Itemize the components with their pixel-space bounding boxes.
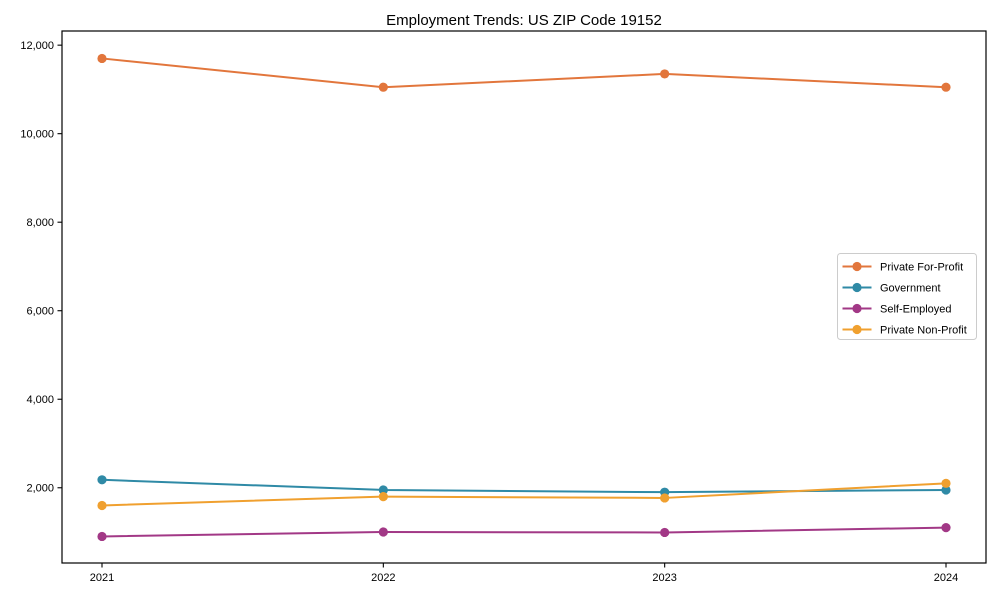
- series-line: [101, 526, 947, 538]
- data-point-marker: [941, 485, 951, 495]
- data-point-marker: [378, 82, 388, 92]
- legend-label: Self-Employed: [880, 303, 952, 315]
- data-point-marker: [378, 492, 388, 502]
- data-point-marker: [378, 485, 388, 495]
- series-government: [97, 475, 951, 497]
- series-line: [101, 57, 947, 89]
- series-line: [101, 482, 947, 507]
- data-point-marker: [660, 527, 670, 538]
- legend: Private For-Profit Government Self-Employe…: [837, 253, 977, 340]
- data-point-marker: [941, 522, 951, 533]
- data-point-marker: [941, 478, 951, 488]
- x-tick-label: 2021: [90, 572, 114, 584]
- y-tick-label: 12,000: [20, 40, 54, 52]
- x-tick-label: 2022: [371, 572, 395, 584]
- series-private-for-profit: [97, 53, 951, 92]
- plot-border: [61, 30, 987, 564]
- data-point-marker: [941, 82, 951, 92]
- legend-label: Private Non-Profit: [880, 324, 967, 336]
- x-tick-label: 2023: [652, 572, 676, 584]
- y-tick-label: 2,000: [26, 483, 54, 495]
- series-private-non-profit: [97, 478, 951, 511]
- y-tick-label: 10,000: [20, 129, 54, 141]
- data-point-marker: [97, 531, 107, 542]
- legend-marker-sample: [852, 324, 862, 335]
- legend-marker-sample: [852, 303, 862, 314]
- y-axis: 2,000 4,000 6,000 8,000 10,000 12,000: [20, 40, 62, 495]
- y-tick-label: 4,000: [26, 394, 54, 406]
- legend-label: Private For-Profit: [880, 261, 963, 273]
- legend-marker-sample: [852, 282, 862, 293]
- x-axis: 2021 2022 2023 2024: [90, 563, 958, 584]
- data-point-marker: [660, 493, 670, 503]
- data-point-marker: [378, 527, 388, 537]
- legend-item-private-for-profit: Private For-Profit: [842, 261, 963, 273]
- data-point-marker: [660, 69, 670, 79]
- x-tick-label: 2024: [934, 572, 958, 584]
- data-point-marker: [97, 53, 107, 64]
- data-point-marker: [97, 500, 107, 511]
- y-tick-label: 8,000: [26, 217, 54, 229]
- series-self-employed: [97, 522, 951, 542]
- legend-item-self-employed: Self-Employed: [842, 303, 952, 315]
- legend-label: Government: [880, 282, 941, 294]
- data-point-marker: [97, 475, 107, 485]
- legend-box: [837, 253, 977, 340]
- legend-marker-sample: [852, 261, 862, 272]
- legend-item-government: Government: [842, 282, 941, 294]
- legend-item-private-non-profit: Private Non-Profit: [842, 324, 967, 336]
- chart-title: Employment Trends: US ZIP Code 19152: [386, 12, 662, 29]
- y-tick-label: 6,000: [26, 306, 54, 318]
